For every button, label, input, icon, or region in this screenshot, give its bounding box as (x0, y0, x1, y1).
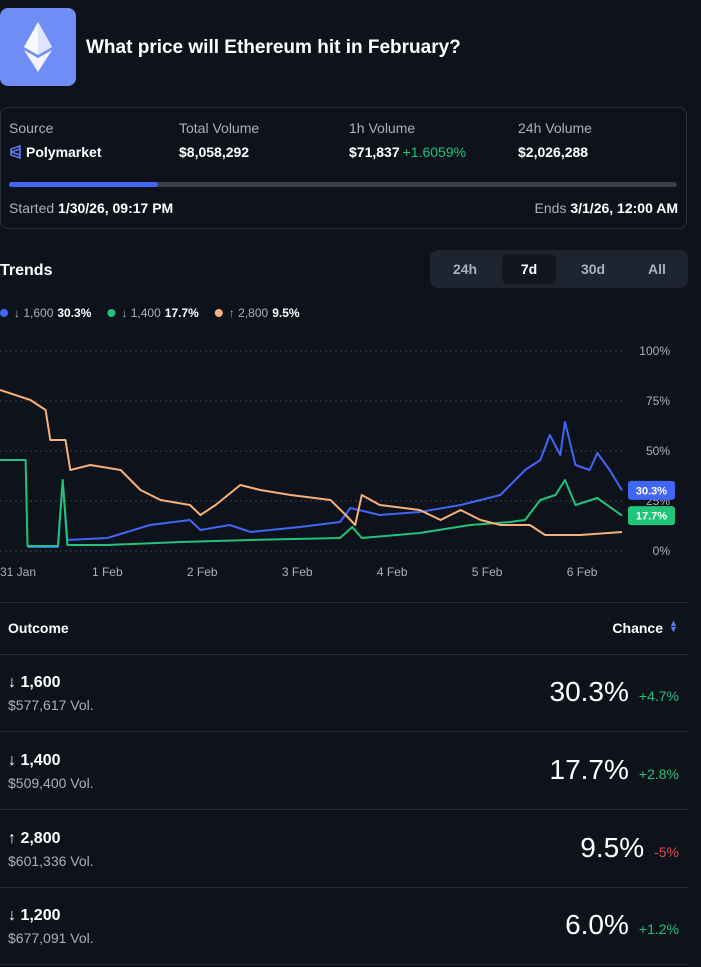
y-tick-label: 100% (639, 344, 670, 358)
chance-change: -5% (654, 843, 679, 860)
x-tick-label: 6 Feb (567, 565, 598, 579)
ethereum-icon (0, 8, 76, 86)
sort-icon: ▲ ▼ (669, 618, 678, 634)
chance-row: 9.5% -5% (580, 832, 679, 864)
end-label-box (628, 506, 675, 526)
stat-label: 24h Volume (518, 120, 592, 136)
stat-label: Source (9, 120, 54, 136)
y-tick-label: 0% (653, 544, 671, 558)
stat-change: +1.6059% (402, 144, 467, 160)
ends-label: Ends (534, 200, 567, 216)
stats-panel (0, 107, 687, 229)
title: What price will Ethereum hit in February… (86, 37, 461, 58)
chart: 0%25%50%75%100%31 Jan 1 Feb 2 Feb 3 Feb 4 Fe… (0, 306, 675, 579)
volume: $577,617 Vol. (8, 697, 94, 713)
x-tick-label: 2 Feb (187, 565, 218, 579)
stat-value-text: $2,026,288 (518, 144, 589, 160)
started-date: 1/30/26, 09:17 PM (58, 200, 174, 216)
chance: 17.7% (549, 753, 629, 785)
started-label: Started (9, 200, 55, 216)
x-tick-label: 1 Feb (92, 565, 123, 579)
chance-change: +1.2% (638, 921, 679, 938)
legend-chance: 30.3% (57, 306, 91, 320)
stat-value-text: Polymarket (26, 144, 102, 160)
chance-row: 17.7% +2.8% (550, 754, 680, 786)
range-tab[interactable]: 7d (502, 254, 556, 284)
legend-name: ↓ 1,600 (14, 306, 54, 320)
legend-name: ↑ 2,800 (229, 306, 269, 320)
started: Started 1/30/26, 09:17 PM (9, 200, 173, 216)
table-header[interactable]: Chance ▲ ▼ (612, 618, 678, 637)
separator (0, 886, 688, 888)
stat-value: $2,026,288 (518, 144, 588, 160)
chance: 9.5% (580, 831, 645, 863)
chance-change: +2.8% (638, 765, 679, 782)
outcome[interactable]: ↓ 1,400 (8, 751, 61, 769)
volume: $601,336 Vol. (8, 852, 94, 869)
volume: $677,091 Vol. (8, 930, 94, 947)
x-tick-label: 4 Feb (377, 565, 408, 579)
separator (0, 731, 688, 732)
stat-label: 1h Volume (349, 120, 416, 136)
series-line (0, 459, 623, 547)
ends-date: 3/1/26, 12:00 AM (570, 200, 678, 216)
chance-change: +4.7% (638, 688, 679, 704)
table-header: Outcome (8, 620, 69, 636)
end-label: 17.7% (636, 511, 667, 523)
series-line (0, 389, 623, 536)
legend-dot (107, 309, 116, 317)
stat-value-text: $8,058,292 (179, 144, 250, 160)
y-tick-label: 75% (646, 394, 670, 408)
end-label: 30.3% (636, 485, 667, 497)
table-header-text: Chance (612, 620, 663, 636)
separator (0, 808, 688, 810)
range-tab[interactable]: 30d (580, 261, 606, 277)
legend-dot (0, 309, 8, 317)
volume: $509,400 Vol. (8, 774, 94, 791)
range-tab[interactable]: All (648, 261, 666, 277)
outcome[interactable]: ↓ 1,200 (8, 907, 61, 925)
progress-fill (9, 182, 158, 187)
chance: 30.3% (549, 676, 629, 707)
legend-chance: 9.5% (272, 306, 300, 320)
outcome[interactable]: ↑ 2,800 (8, 829, 61, 847)
x-tick-label: 3 Feb (282, 565, 313, 579)
chance-row: 30.3% +4.7% (550, 676, 680, 708)
ends: Ends 3/1/26, 12:00 AM (535, 200, 678, 216)
separator (0, 654, 688, 655)
stat-label: Total Volume (179, 120, 260, 136)
legend-chance: 17.7% (165, 306, 199, 320)
progress-track (9, 182, 677, 187)
stat-value: Polymarket (9, 144, 101, 160)
outcome[interactable]: ↓ 1,600 (8, 674, 61, 691)
legend-name: ↓ 1,400 (121, 306, 161, 320)
chance: 6.0% (565, 909, 629, 941)
chance-row: 6.0% +1.2% (565, 909, 679, 941)
stat-value: $8,058,292 (179, 144, 249, 160)
trends-title: Trends (0, 262, 53, 279)
x-tick-label: 5 Feb (472, 565, 503, 579)
y-tick-label: 50% (646, 444, 670, 458)
range-tabs: 24h 7d 30d All (430, 250, 688, 288)
range-tab[interactable]: 24h (452, 261, 478, 277)
legend-dot (214, 309, 223, 317)
series-line (27, 421, 623, 548)
end-label-box (628, 480, 675, 500)
stat-value: $71,837 +1.6059% (349, 144, 466, 160)
separator (0, 964, 688, 966)
x-tick-label: 31 Jan (0, 565, 36, 579)
stat-value-text: $71,837 (349, 144, 400, 160)
separator (0, 602, 688, 603)
polymarket-icon (10, 144, 21, 160)
